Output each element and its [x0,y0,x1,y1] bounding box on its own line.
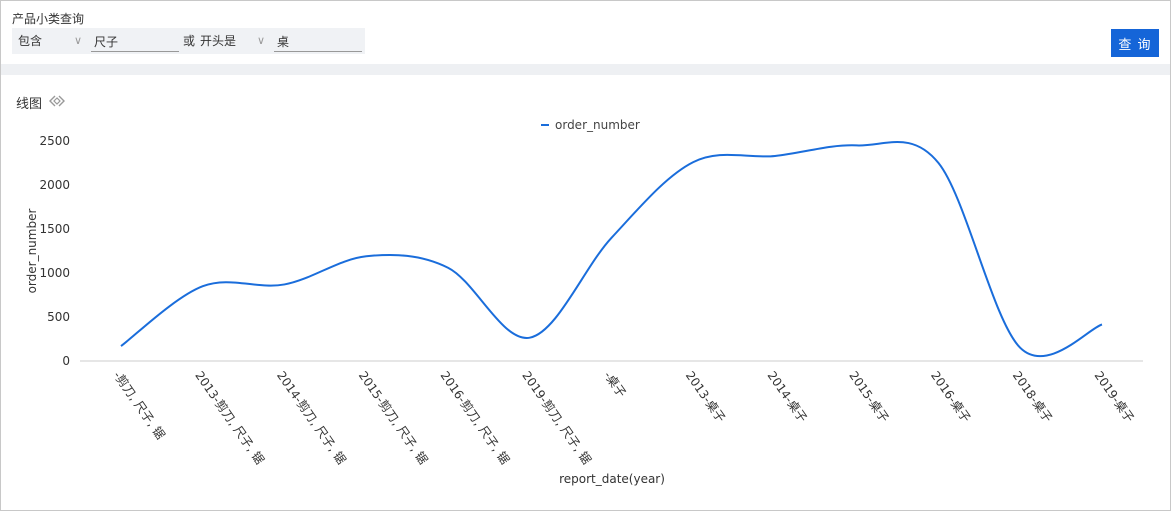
filter-panel: 产品小类查询 包含 ∨ 或 开头是 ∨ 查 询 [1,1,1170,64]
x-tick-label: 2018-桌子 [1010,369,1055,425]
y-tick-label: 2500 [39,134,70,148]
x-tick-label: 2014-剪刀, 尺子, 锯 [274,368,349,467]
x-tick-label: 2019-桌子 [1092,369,1137,425]
y-tick-label: 1500 [39,222,70,236]
y-tick-label: 500 [47,310,70,324]
x-tick-label: -桌子 [601,369,629,400]
legend[interactable]: order_number [541,118,640,132]
condition1-select[interactable]: 包含 ∨ [18,28,90,54]
filter-label: 产品小类查询 [12,12,85,26]
x-tick-label: 2014-桌子 [765,369,810,425]
condition2-select[interactable]: 开头是 ∨ [200,28,272,54]
line-chart: 0 500 1000 1500 2000 2500 -剪刀, 尺子, 锯 2013-剪刀, … [25,118,1143,486]
chevron-down-icon: ∨ [257,34,266,47]
x-axis-label: report_date(year) [559,472,665,486]
x-tick-label: 2013-剪刀, 尺子, 锯 [192,368,267,467]
chevron-down-icon: ∨ [74,34,83,47]
x-tick-label: 2016-剪刀, 尺子, 锯 [438,368,513,467]
x-tick-label: 2015-桌子 [846,369,891,425]
value2-input[interactable] [274,31,362,52]
or-label: 或 [183,34,196,48]
condition2-value: 开头是 [200,34,237,48]
x-tick-label: 2013-桌子 [683,369,728,425]
section-divider [1,64,1170,75]
y-tick-label: 2000 [39,178,70,192]
x-tick-label: 2015-剪刀, 尺子, 锯 [356,368,431,467]
condition1-value: 包含 [18,34,43,48]
filter-bar: 包含 ∨ 或 开头是 ∨ [12,28,365,54]
y-axis-label: order_number [25,209,39,294]
chart-title: 线图 [16,97,43,112]
query-button[interactable]: 查 询 [1111,29,1159,57]
diamond-arrows-icon[interactable] [49,94,65,108]
x-tick-label: -剪刀, 尺子, 锯 [111,368,169,442]
x-tick-label: 2016-桌子 [928,369,973,425]
legend-label: order_number [555,118,640,132]
y-tick-label: 0 [62,354,70,368]
value1-input[interactable] [91,31,179,52]
y-tick-label: 1000 [39,266,70,280]
series-line [120,141,1103,357]
x-tick-label: 2019-剪刀, 尺子, 锯 [519,368,594,467]
